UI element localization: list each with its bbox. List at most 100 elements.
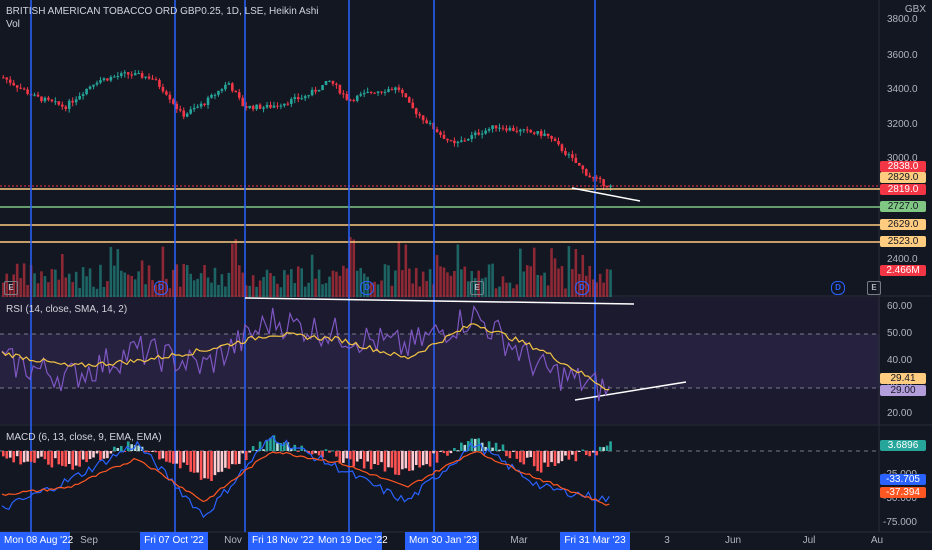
macd-histogram-bar [283,442,286,451]
macd-histogram-bar [126,441,130,451]
macd-histogram-bar [532,451,536,467]
macd-histogram-bar [165,451,168,462]
candle-body [224,84,227,90]
macd-histogram-bar [258,441,262,451]
volume-bar [522,271,526,297]
macd-histogram-bar [550,451,553,463]
candle-body [133,73,137,76]
macd-histogram-bar [536,451,539,472]
volume-bar [192,280,196,297]
volume-bar [564,288,567,297]
candle-body [300,98,304,100]
volume-bar [605,268,609,297]
macd-histogram-bar [314,451,317,454]
candle-body [168,94,172,100]
rsi-axis-tick: 50.00 [887,328,913,339]
volume-bar [508,282,512,297]
macd-histogram-bar [15,451,19,457]
volume-bar [550,248,553,297]
macd-histogram-bar [92,451,95,458]
earnings-marker[interactable]: E [867,281,881,295]
macd-histogram-bar [67,451,71,465]
volume-bar [175,264,179,297]
volume-bar [220,274,224,297]
macd-histogram-bar [85,451,88,463]
dividend-marker[interactable]: D [831,281,845,295]
candle-body [383,91,387,93]
volume-bar [428,269,432,297]
volume-bar [290,269,293,297]
volume-bar [505,282,508,297]
candle-body [189,109,192,114]
rsi-panel-label: RSI (14, close, SMA, 14, 2) [6,304,128,315]
volume-bar [324,283,328,297]
candle-body [532,132,536,134]
candle-body [272,105,276,108]
candle-body [2,77,5,79]
macd-histogram-bar [307,451,310,454]
volume-bar [47,282,50,297]
candle-body [227,83,231,85]
macd-histogram-bar [234,451,238,465]
macd-histogram-bar [217,451,220,473]
candle-body [140,73,144,78]
volume-bar [418,286,421,297]
volume-bar [78,288,81,297]
macd-histogram-bar [487,441,491,451]
macd-histogram-bar [387,451,390,468]
time-axis-label: Jun [724,535,742,546]
volume-bar [477,270,480,297]
candle-body [57,101,61,105]
volume-bar [165,278,168,297]
volume-bar [473,278,477,297]
chart-title: BRITISH AMERICAN TOBACCO ORD GBP0.25, 1D… [6,6,319,17]
dividend-marker[interactable]: D [154,281,168,295]
time-axis-label: Nov [224,535,242,546]
macd-histogram-bar [88,451,92,460]
volume-bar [50,269,54,297]
earnings-marker[interactable]: E [4,281,18,295]
candle-body [67,100,71,109]
macd-histogram-bar [460,442,463,451]
time-axis-label: Fri 31 Mar '23 [560,532,630,550]
candle-body [466,138,470,141]
volume-bar [283,270,286,297]
time-axis-label: Fri 07 Oct '22 [140,532,208,550]
dividend-marker[interactable]: D [575,281,589,295]
macd-histogram-bar [581,449,585,451]
candle-body [435,129,439,133]
macd-histogram-bar [508,451,512,459]
macd-histogram-bar [81,451,85,460]
macd-panel-label: MACD (6, 13, close, 9, EMA, EMA) [6,432,162,443]
volume-bar [43,276,47,297]
volume-bar [213,267,217,297]
candle-body [234,90,238,93]
candle-body [220,89,224,91]
macd-histogram-bar [324,449,328,451]
volume-bar [453,270,456,297]
macd-histogram-bar [199,451,203,480]
macd-histogram-bar [498,449,501,451]
macd-histogram-bar [484,446,487,451]
macd-histogram-bar [196,451,199,473]
candle-body [241,97,245,107]
price-label: 2819.0 [880,184,926,195]
macd-histogram-bar [64,451,68,467]
dividend-marker[interactable]: D [360,281,374,295]
candle-body [477,132,480,135]
candle-body [369,91,373,93]
volume-bar [255,286,258,297]
candle-body [192,107,196,110]
price-axis-tick: 3800.0 [887,14,918,25]
candle-body [394,87,397,91]
candle-body [126,72,130,75]
macd-histogram-bar [359,451,363,459]
candle-body [137,73,140,75]
earnings-marker[interactable]: E [470,281,484,295]
macd-histogram-bar [525,451,529,458]
price-trend-line [571,187,641,202]
candle-body [78,95,81,100]
candle-body [293,97,297,100]
candle-body [237,92,241,98]
